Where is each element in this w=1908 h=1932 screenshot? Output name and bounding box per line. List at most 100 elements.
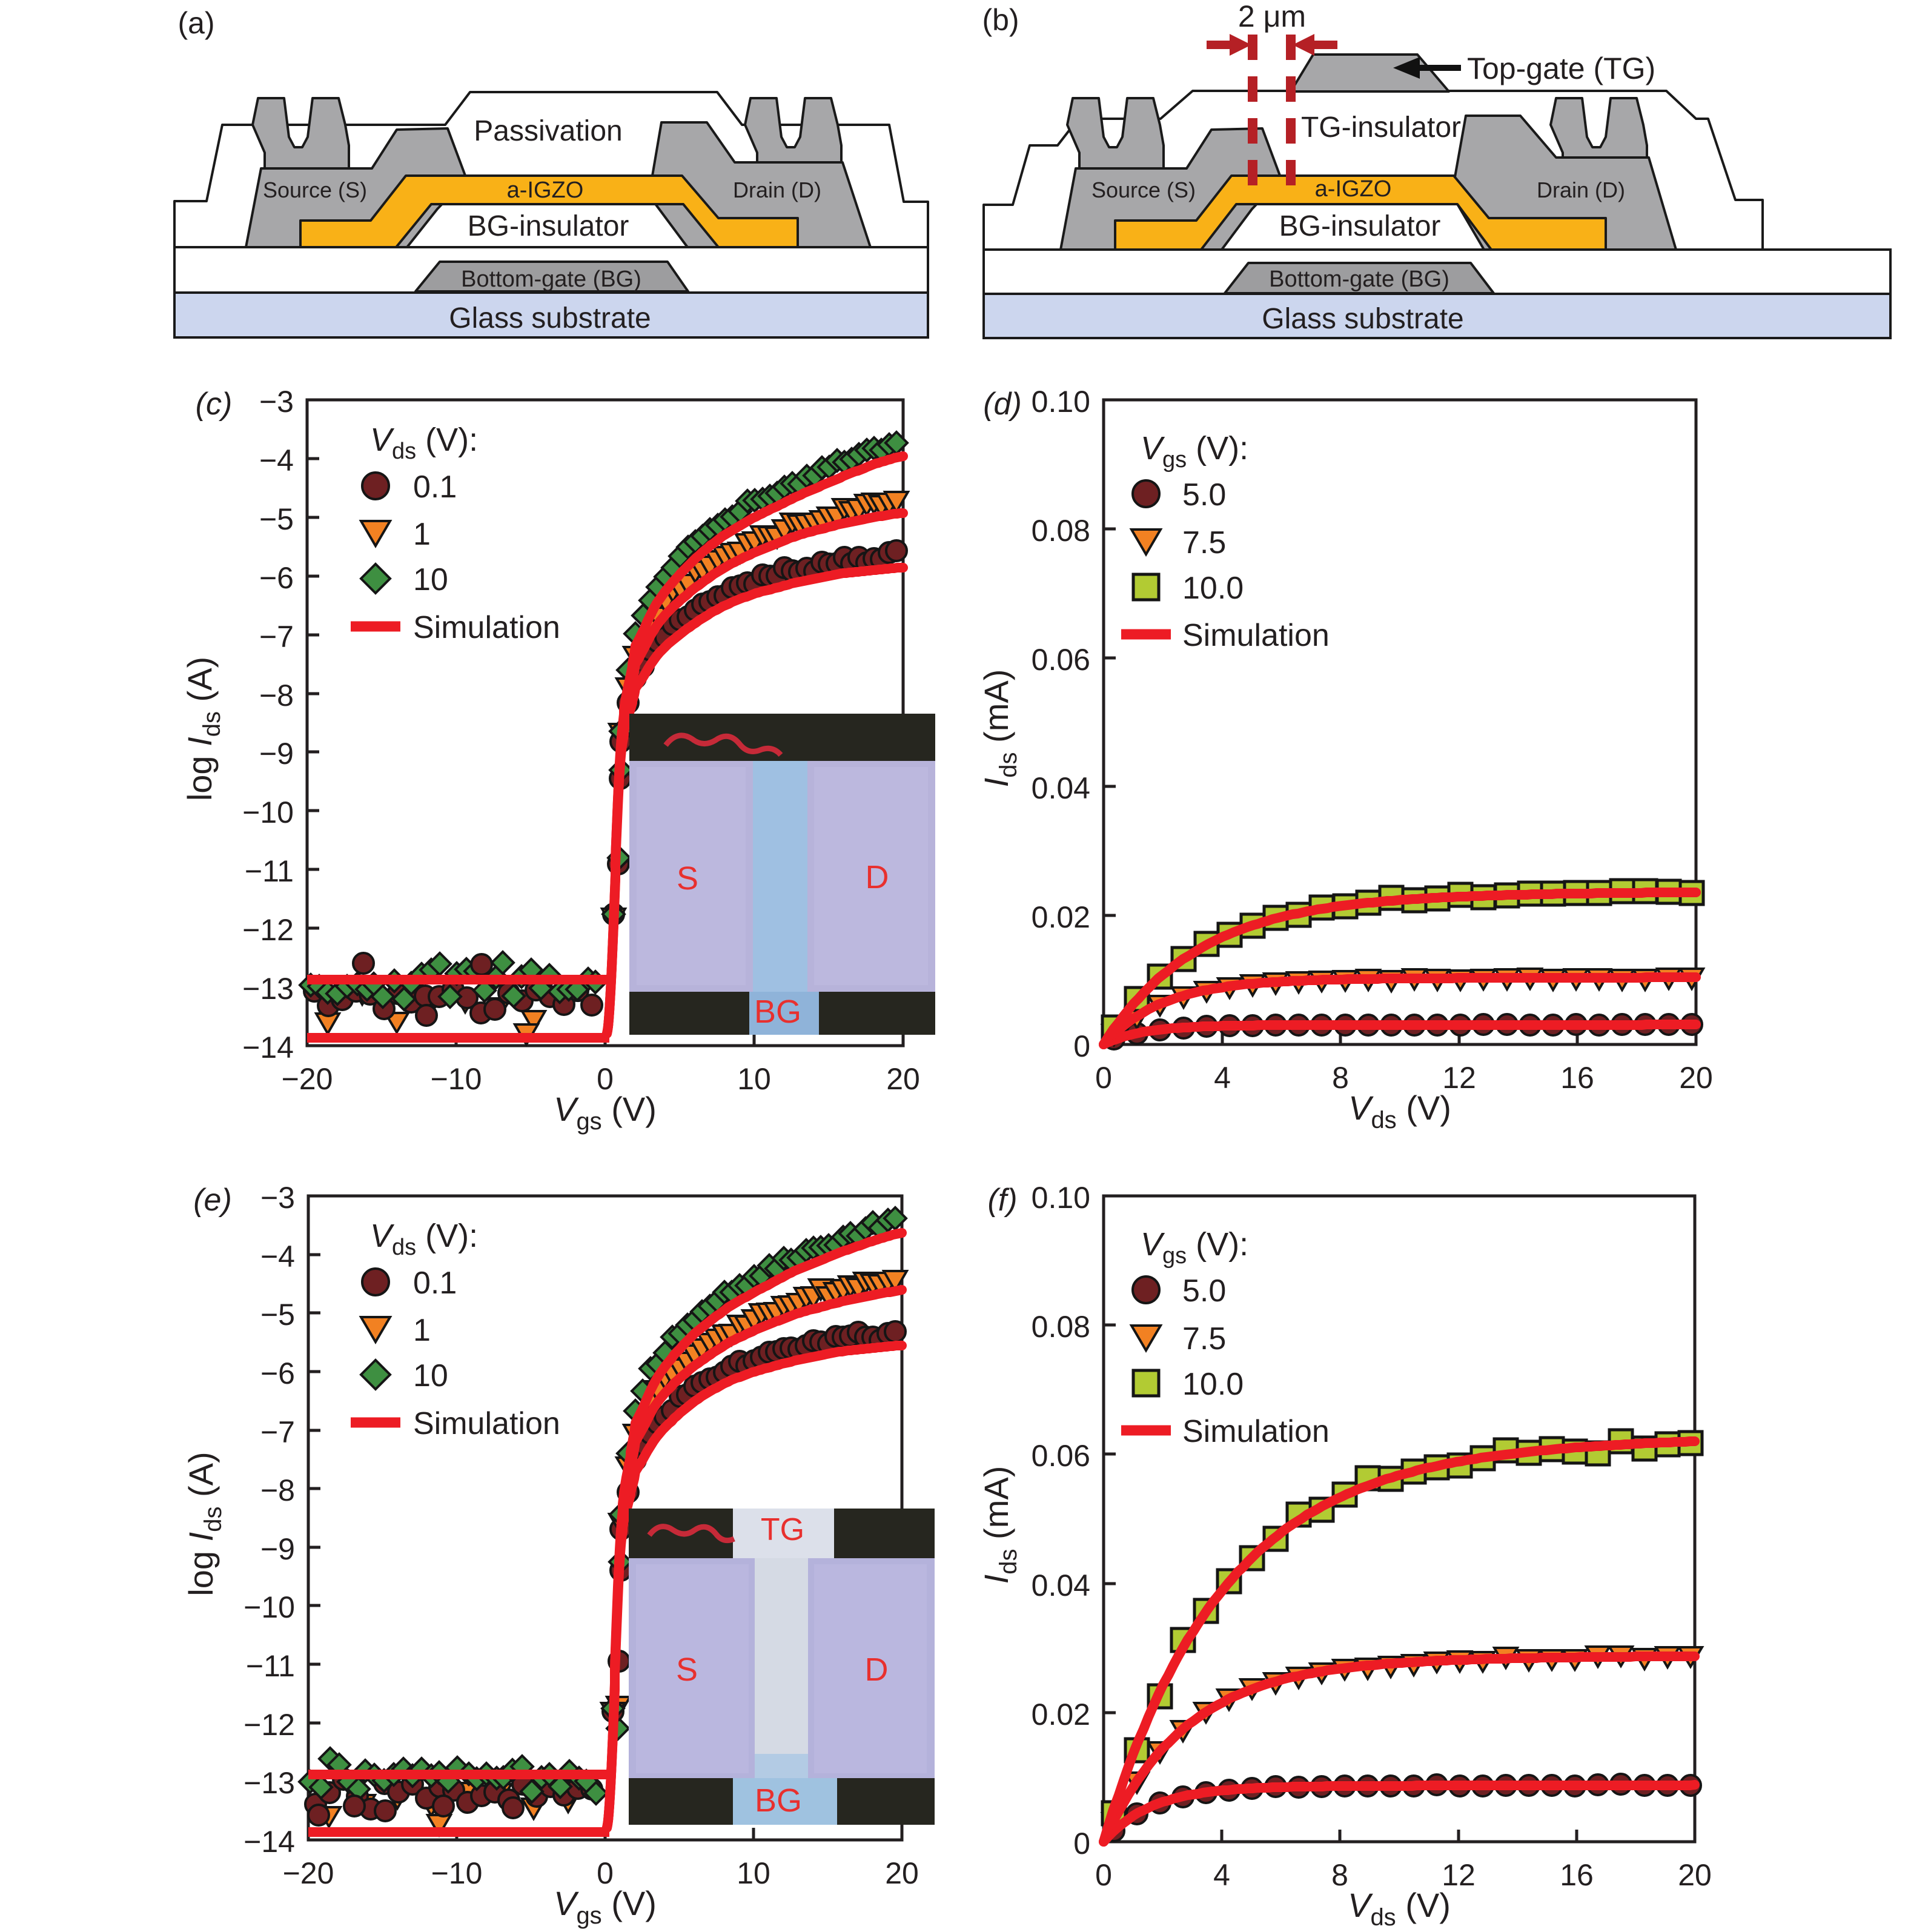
svg-text:Vgs (V): Vgs (V) (554, 1090, 657, 1135)
svg-text:−14: −14 (243, 1825, 295, 1859)
svg-text:7.5: 7.5 (1182, 525, 1226, 560)
svg-text:−20: −20 (283, 1856, 334, 1890)
svg-text:(b): (b) (982, 3, 1019, 37)
svg-text:(c): (c) (196, 387, 233, 422)
svg-text:−10: −10 (431, 1062, 482, 1096)
svg-text:Glass substrate: Glass substrate (449, 302, 651, 334)
svg-text:4: 4 (1213, 1858, 1230, 1892)
svg-text:0: 0 (597, 1856, 614, 1890)
svg-text:Vgs (V):: Vgs (V): (1141, 430, 1248, 473)
svg-text:−11: −11 (246, 1649, 295, 1683)
svg-text:12: 12 (1442, 1858, 1476, 1892)
svg-text:10: 10 (737, 1856, 770, 1890)
svg-text:−6: −6 (259, 561, 294, 595)
svg-text:1: 1 (413, 517, 431, 552)
svg-text:1: 1 (413, 1313, 431, 1348)
svg-text:10.0: 10.0 (1182, 1367, 1244, 1402)
svg-text:−3: −3 (260, 1181, 295, 1215)
svg-text:−7: −7 (259, 620, 294, 654)
svg-text:0.04: 0.04 (1032, 771, 1090, 805)
svg-text:0.08: 0.08 (1032, 1310, 1090, 1344)
svg-text:−3: −3 (259, 385, 294, 419)
svg-text:(a): (a) (177, 6, 214, 40)
svg-text:10.0: 10.0 (1182, 571, 1244, 606)
svg-text:−5: −5 (259, 502, 294, 536)
svg-text:0.06: 0.06 (1032, 1439, 1090, 1473)
svg-text:BG-insulator: BG-insulator (468, 210, 629, 242)
svg-text:Simulation: Simulation (413, 610, 560, 645)
svg-text:10: 10 (413, 1358, 448, 1393)
svg-text:0.10: 0.10 (1032, 1181, 1090, 1215)
svg-text:8: 8 (1332, 1061, 1349, 1095)
svg-text:D: D (866, 859, 889, 895)
svg-text:8: 8 (1331, 1858, 1348, 1892)
svg-text:0.02: 0.02 (1032, 900, 1090, 934)
svg-text:20: 20 (1678, 1858, 1712, 1892)
svg-text:2 μm: 2 μm (1238, 0, 1306, 33)
svg-text:0.02: 0.02 (1032, 1698, 1090, 1731)
svg-text:−11: −11 (245, 854, 294, 888)
svg-text:20: 20 (885, 1856, 919, 1890)
svg-text:16: 16 (1560, 1858, 1594, 1892)
svg-text:10: 10 (737, 1062, 771, 1096)
svg-text:−12: −12 (242, 913, 294, 947)
svg-text:a-IGZO: a-IGZO (507, 178, 584, 203)
svg-text:−5: −5 (260, 1298, 295, 1332)
svg-text:Vds (V): Vds (V) (1348, 1886, 1451, 1929)
svg-text:7.5: 7.5 (1182, 1321, 1226, 1356)
svg-text:D: D (865, 1651, 889, 1688)
svg-text:−4: −4 (260, 1240, 295, 1273)
svg-text:Bottom-gate (BG): Bottom-gate (BG) (1269, 267, 1449, 292)
svg-text:Top-gate (TG): Top-gate (TG) (1467, 51, 1655, 85)
svg-text:0: 0 (1095, 1061, 1112, 1095)
svg-text:0.04: 0.04 (1032, 1569, 1090, 1602)
svg-text:0.06: 0.06 (1032, 643, 1090, 677)
svg-text:−10: −10 (242, 795, 294, 829)
svg-text:Ids (mA): Ids (mA) (977, 1466, 1022, 1584)
svg-text:Drain (D): Drain (D) (1537, 178, 1625, 202)
svg-text:TG: TG (761, 1512, 804, 1547)
svg-text:a-IGZO: a-IGZO (1315, 176, 1392, 202)
svg-text:Vgs (V): Vgs (V) (554, 1884, 657, 1929)
svg-text:5.0: 5.0 (1182, 1273, 1226, 1309)
svg-text:−10: −10 (243, 1590, 295, 1624)
svg-text:log Ids (A): log Ids (A) (182, 1452, 227, 1596)
svg-text:0.10: 0.10 (1032, 385, 1090, 419)
svg-text:(d): (d) (983, 387, 1022, 422)
svg-text:−6: −6 (260, 1356, 295, 1390)
svg-text:0: 0 (1095, 1858, 1112, 1892)
svg-text:log Ids (A): log Ids (A) (181, 657, 225, 801)
svg-text:−13: −13 (243, 1766, 295, 1800)
svg-text:TG-insulator: TG-insulator (1301, 111, 1461, 144)
svg-text:Vds (V):: Vds (V): (370, 1218, 478, 1260)
svg-text:16: 16 (1560, 1061, 1594, 1095)
svg-text:−13: −13 (242, 972, 294, 1006)
svg-text:5.0: 5.0 (1182, 477, 1226, 513)
svg-text:0: 0 (1073, 1827, 1090, 1861)
svg-text:−12: −12 (243, 1708, 295, 1742)
svg-text:BG: BG (754, 994, 801, 1030)
svg-text:−10: −10 (431, 1856, 483, 1890)
svg-text:10: 10 (413, 562, 448, 597)
svg-text:20: 20 (886, 1062, 920, 1096)
svg-text:Source (S): Source (S) (1091, 178, 1196, 202)
svg-text:(f): (f) (987, 1183, 1017, 1218)
svg-text:Simulation: Simulation (1182, 618, 1330, 653)
svg-text:Source (S): Source (S) (263, 178, 367, 202)
svg-text:S: S (677, 860, 698, 897)
svg-text:S: S (676, 1651, 698, 1688)
svg-text:−8: −8 (259, 679, 294, 712)
svg-text:Vds (V): Vds (V) (1348, 1089, 1451, 1134)
svg-text:0.1: 0.1 (413, 470, 457, 505)
svg-text:BG: BG (755, 1782, 802, 1819)
svg-text:(e): (e) (193, 1183, 232, 1218)
svg-text:Vgs (V):: Vgs (V): (1141, 1226, 1248, 1269)
svg-text:−14: −14 (242, 1031, 294, 1064)
svg-text:Simulation: Simulation (1182, 1414, 1330, 1449)
svg-text:12: 12 (1442, 1061, 1476, 1095)
svg-text:0.1: 0.1 (413, 1266, 457, 1301)
svg-text:20: 20 (1679, 1061, 1713, 1095)
svg-text:Glass substrate: Glass substrate (1262, 303, 1463, 335)
svg-text:Bottom-gate (BG): Bottom-gate (BG) (461, 267, 641, 292)
svg-text:4: 4 (1214, 1061, 1231, 1095)
